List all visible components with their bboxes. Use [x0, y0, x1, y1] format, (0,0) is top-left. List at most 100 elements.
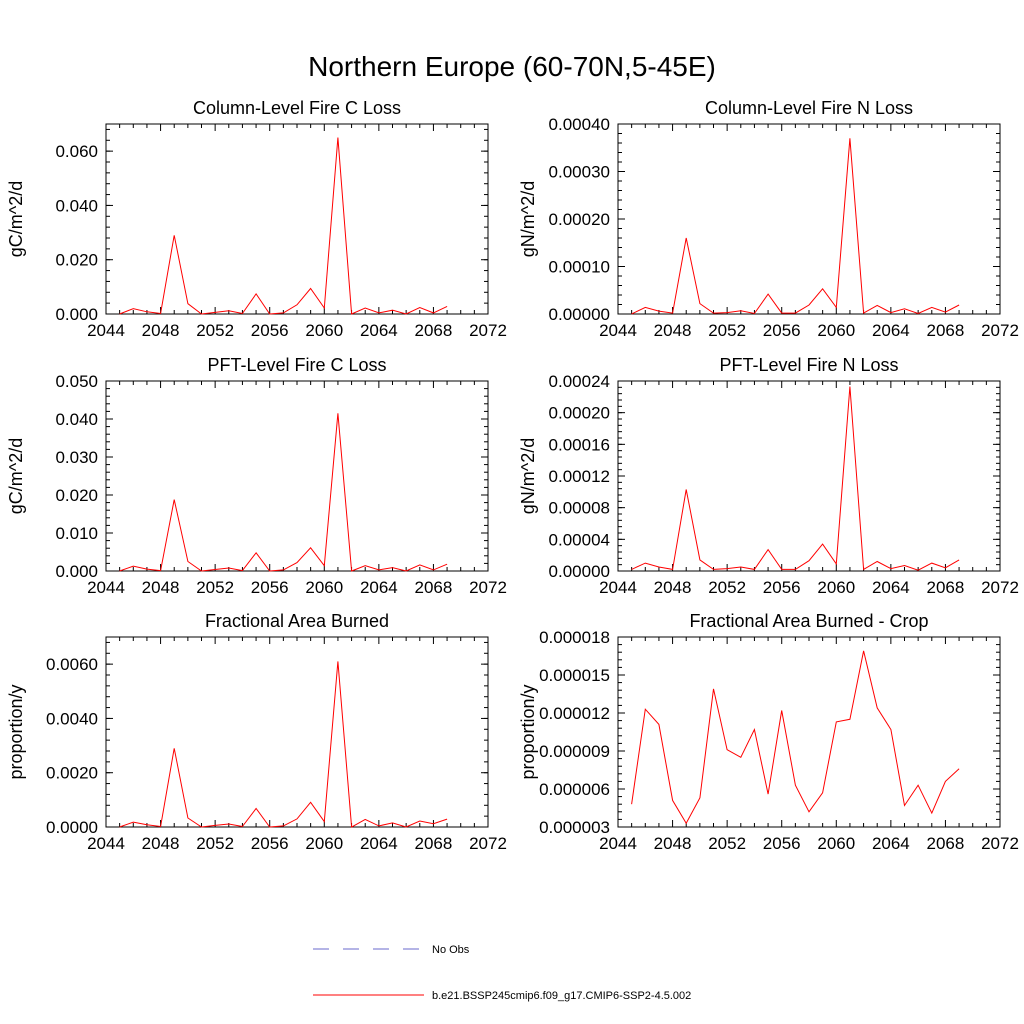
x-tick-label: 2052 [708, 834, 746, 853]
x-tick-label: 2052 [196, 321, 234, 340]
x-tick-label: 2052 [708, 321, 746, 340]
y-tick-label: 0.000 [55, 305, 98, 324]
y-tick-label: 0.040 [55, 410, 98, 429]
y-axis-label: gC/m^2/d [6, 438, 26, 514]
chart-panel-4: PFT-Level Fire N Loss gN/m^2/d 2044 2048 205… [518, 355, 1019, 597]
x-tick-label: 2060 [817, 834, 855, 853]
x-tick-label: 2052 [708, 578, 746, 597]
panel-title: Column-Level Fire C Loss [193, 98, 401, 118]
plot-frame [105, 123, 489, 315]
y-tick-label: 0.0040 [46, 709, 98, 728]
y-tick-label: 0.00030 [549, 163, 610, 182]
series-line [119, 137, 448, 315]
x-tick-label: 2048 [142, 578, 180, 597]
x-tick-label: 2048 [654, 834, 692, 853]
plot-frame [105, 636, 489, 828]
legend: No Obs b.e21.BSSP245cmip6.f09_g17.CMIP6-… [313, 944, 691, 1002]
y-tick-label: 0.00000 [549, 305, 610, 324]
y-tick-label: 0.020 [55, 486, 98, 505]
x-tick-label: 2064 [360, 834, 398, 853]
x-tick-label: 2060 [305, 834, 343, 853]
x-tick-label: 2068 [415, 321, 453, 340]
x-tick-label: 2048 [654, 321, 692, 340]
x-tick-label: 2044 [87, 834, 125, 853]
x-tick-label: 2048 [142, 834, 180, 853]
panel-title: Fractional Area Burned [205, 611, 389, 631]
x-tick-label: 2072 [981, 578, 1019, 597]
legend-label-model: b.e21.BSSP245cmip6.f09_g17.CMIP6-SSP2-4.… [432, 990, 691, 1002]
y-tick-label: 0.060 [55, 142, 98, 161]
plot-frame [617, 123, 1001, 315]
panel-title: Column-Level Fire N Loss [705, 98, 913, 118]
y-tick-label: 0.000012 [539, 704, 610, 723]
x-tick-label: 2060 [817, 578, 855, 597]
x-tick-label: 2068 [927, 834, 965, 853]
x-tick-label: 2044 [599, 578, 637, 597]
x-tick-label: 2072 [981, 321, 1019, 340]
y-tick-label: 0.040 [55, 196, 98, 215]
x-tick-label: 2060 [305, 578, 343, 597]
x-tick-label: 2044 [599, 834, 637, 853]
x-tick-label: 2044 [87, 321, 125, 340]
x-tick-label: 2044 [87, 578, 125, 597]
panel-title: PFT-Level Fire C Loss [207, 355, 386, 375]
y-tick-label: 0.020 [55, 251, 98, 270]
y-tick-label: 0.00020 [549, 404, 610, 423]
y-axis-label: proportion/y [6, 684, 26, 779]
x-tick-label: 2072 [469, 578, 507, 597]
y-axis-label: gN/m^2/d [518, 181, 538, 257]
x-tick-label: 2072 [469, 321, 507, 340]
x-tick-label: 2060 [817, 321, 855, 340]
x-tick-label: 2064 [360, 321, 398, 340]
x-tick-label: 2068 [415, 578, 453, 597]
x-tick-label: 2052 [196, 834, 234, 853]
x-tick-label: 2060 [305, 321, 343, 340]
figure-title: Northern Europe (60-70N,5-45E) [308, 51, 716, 82]
x-tick-label: 2048 [654, 578, 692, 597]
y-tick-label: 0.000018 [539, 628, 610, 647]
y-tick-label: 0.00016 [549, 435, 610, 454]
x-tick-label: 2064 [360, 578, 398, 597]
x-tick-label: 2064 [872, 834, 910, 853]
plot-frame [105, 380, 489, 572]
chart-panel-1: Column-Level Fire C Loss gC/m^2/d 2044 2048… [6, 98, 507, 340]
chart-panel-3: PFT-Level Fire C Loss gC/m^2/d 2044 2048 205… [6, 355, 507, 597]
x-tick-label: 2056 [763, 834, 801, 853]
x-tick-label: 2056 [251, 321, 289, 340]
y-tick-label: 0.00000 [549, 562, 610, 581]
panel-title: Fractional Area Burned - Crop [689, 611, 928, 631]
y-tick-label: 0.000003 [539, 818, 610, 837]
x-tick-label: 2056 [251, 578, 289, 597]
x-tick-label: 2072 [469, 834, 507, 853]
series-line [631, 138, 960, 315]
y-tick-label: 0.00040 [549, 115, 610, 134]
y-axis-label: gN/m^2/d [518, 438, 538, 514]
x-tick-label: 2072 [981, 834, 1019, 853]
y-tick-label: 0.000 [55, 562, 98, 581]
x-tick-label: 2052 [196, 578, 234, 597]
x-tick-label: 2056 [763, 321, 801, 340]
y-tick-label: 0.00004 [549, 530, 610, 549]
x-tick-label: 2056 [251, 834, 289, 853]
y-axis-label: proportion/y [518, 684, 538, 779]
series-line [119, 413, 448, 572]
y-tick-label: 0.000009 [539, 742, 610, 761]
x-tick-label: 2068 [927, 321, 965, 340]
chart-panel-5: Fractional Area Burned proportion/y 2044 20… [6, 611, 507, 853]
y-tick-label: 0.00024 [549, 372, 610, 391]
x-tick-label: 2064 [872, 321, 910, 340]
x-tick-label: 2048 [142, 321, 180, 340]
y-tick-label: 0.000006 [539, 780, 610, 799]
y-axis-label: gC/m^2/d [6, 181, 26, 257]
plot-frame [617, 380, 1001, 572]
y-tick-label: 0.00012 [549, 467, 610, 486]
y-tick-label: 0.030 [55, 448, 98, 467]
plot-frame [617, 636, 1001, 828]
chart-panel-6: Fractional Area Burned - Crop proportion/… [518, 611, 1019, 853]
x-tick-label: 2044 [599, 321, 637, 340]
y-tick-label: 0.00010 [549, 258, 610, 277]
y-tick-label: 0.010 [55, 524, 98, 543]
y-tick-label: 0.00008 [549, 499, 610, 518]
y-tick-label: 0.00020 [549, 210, 610, 229]
series-line [119, 661, 448, 828]
